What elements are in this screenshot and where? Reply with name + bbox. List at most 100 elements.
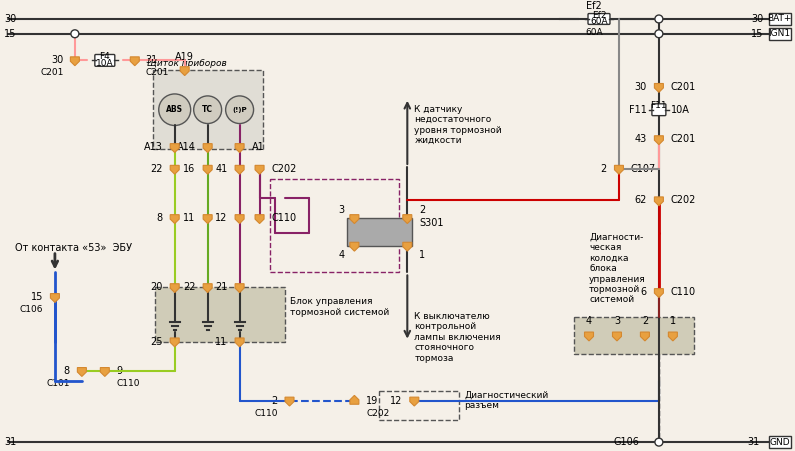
Text: C202: C202: [671, 195, 696, 206]
Polygon shape: [409, 397, 419, 406]
Text: C107: C107: [631, 164, 656, 174]
Text: 15: 15: [751, 29, 764, 39]
Text: C201: C201: [41, 68, 64, 77]
Text: От контакта «53»  ЭБУ: От контакта «53» ЭБУ: [15, 243, 132, 253]
Circle shape: [159, 94, 191, 125]
Text: 31: 31: [4, 437, 16, 447]
Text: 30: 30: [4, 14, 16, 24]
Polygon shape: [403, 242, 412, 251]
Text: 20: 20: [150, 282, 163, 292]
Text: 6: 6: [641, 287, 647, 297]
Polygon shape: [403, 215, 412, 224]
Text: 2: 2: [419, 205, 425, 215]
Text: 10A: 10A: [96, 59, 114, 68]
Text: 8: 8: [157, 213, 163, 223]
Text: 16: 16: [184, 164, 196, 174]
Polygon shape: [350, 396, 359, 404]
Circle shape: [194, 96, 222, 124]
Polygon shape: [255, 215, 264, 224]
Text: GND: GND: [770, 437, 790, 446]
Polygon shape: [235, 215, 244, 224]
Text: BAT+: BAT+: [767, 14, 792, 23]
Text: 1: 1: [419, 250, 425, 260]
Circle shape: [655, 438, 663, 446]
Text: (!)P: (!)P: [232, 107, 247, 113]
Polygon shape: [654, 197, 663, 206]
Text: A1: A1: [251, 142, 264, 152]
Text: 22: 22: [150, 164, 163, 174]
Text: A14: A14: [176, 142, 196, 152]
Text: A19: A19: [175, 52, 194, 62]
Polygon shape: [204, 215, 212, 224]
FancyBboxPatch shape: [652, 104, 666, 115]
Polygon shape: [612, 332, 622, 341]
Text: 60A: 60A: [590, 18, 608, 26]
Text: 9: 9: [117, 366, 123, 376]
Text: 30: 30: [751, 14, 764, 24]
Polygon shape: [235, 284, 244, 293]
Text: 4: 4: [586, 316, 592, 326]
Text: C201: C201: [671, 134, 696, 144]
Polygon shape: [170, 166, 179, 174]
Text: 1: 1: [670, 316, 676, 326]
Text: C110: C110: [671, 287, 696, 297]
Text: 30: 30: [52, 55, 64, 65]
Text: C202: C202: [272, 164, 297, 174]
Text: 30: 30: [634, 82, 647, 92]
Text: 21: 21: [215, 282, 227, 292]
Polygon shape: [204, 284, 212, 293]
Text: C201: C201: [671, 82, 696, 92]
Text: F11: F11: [629, 105, 647, 115]
Polygon shape: [100, 368, 110, 377]
Text: Ef2: Ef2: [591, 10, 607, 19]
FancyBboxPatch shape: [155, 287, 285, 341]
FancyBboxPatch shape: [574, 317, 694, 354]
Text: 22: 22: [183, 282, 196, 292]
Text: ABS: ABS: [166, 105, 183, 114]
Polygon shape: [235, 144, 244, 152]
Text: Блок управления
тормозной системой: Блок управления тормозной системой: [289, 297, 389, 317]
Text: 3: 3: [339, 205, 344, 215]
Text: A13: A13: [144, 142, 163, 152]
Polygon shape: [654, 83, 663, 92]
FancyBboxPatch shape: [347, 218, 413, 246]
Polygon shape: [50, 294, 60, 303]
Text: 43: 43: [634, 134, 647, 144]
Polygon shape: [71, 57, 80, 66]
Text: 4: 4: [339, 250, 344, 260]
Circle shape: [655, 30, 663, 38]
FancyBboxPatch shape: [153, 70, 262, 149]
Text: IGN1: IGN1: [769, 29, 791, 38]
Polygon shape: [350, 215, 359, 224]
Text: 2: 2: [601, 164, 607, 174]
Polygon shape: [235, 338, 244, 347]
Polygon shape: [204, 144, 212, 152]
Text: 2: 2: [271, 396, 277, 406]
Text: F4: F4: [99, 51, 111, 60]
Polygon shape: [170, 144, 179, 152]
Text: 41: 41: [215, 164, 227, 174]
Text: К датчику
недостаточного
уровня тормозной
жидкости: К датчику недостаточного уровня тормозно…: [414, 105, 502, 145]
Text: 11: 11: [184, 213, 196, 223]
Text: 12: 12: [215, 213, 227, 223]
Text: Диагностический
разъем: Диагностический разъем: [464, 391, 549, 410]
Text: Ef2: Ef2: [586, 1, 602, 11]
FancyBboxPatch shape: [769, 13, 791, 25]
Polygon shape: [180, 67, 189, 76]
Text: 62: 62: [634, 195, 647, 206]
Text: C106: C106: [19, 305, 43, 314]
Text: C110: C110: [272, 213, 297, 223]
Text: C110: C110: [117, 379, 140, 388]
Circle shape: [71, 30, 79, 38]
FancyBboxPatch shape: [769, 28, 791, 40]
Text: F11: F11: [650, 101, 667, 110]
Polygon shape: [350, 242, 359, 251]
FancyBboxPatch shape: [95, 55, 114, 66]
Text: TC: TC: [202, 105, 213, 114]
Text: C202: C202: [366, 409, 390, 418]
Text: 60A: 60A: [585, 28, 603, 37]
Polygon shape: [170, 284, 179, 293]
Text: C201: C201: [145, 68, 169, 77]
Polygon shape: [235, 166, 244, 174]
Polygon shape: [584, 332, 594, 341]
